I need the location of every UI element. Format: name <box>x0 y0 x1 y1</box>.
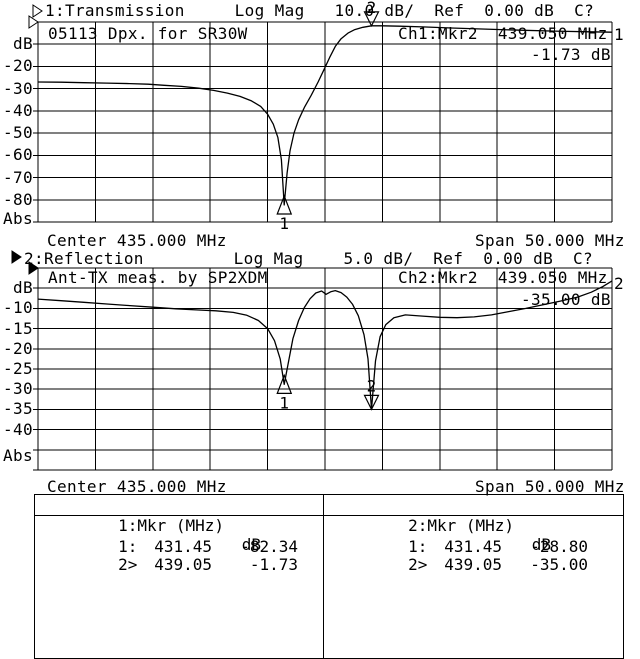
ch2-trace-number: 2 <box>614 274 624 293</box>
marker-table-ch2-column: 2:Mkr (MHz) dB 1: 431.45 -28.80 2> 439.05 -3… <box>331 495 619 658</box>
marker-1: 1 <box>276 194 293 233</box>
y-axis-label: -60 <box>3 145 33 164</box>
marker-value: -35.00 <box>530 555 589 574</box>
y-axis-label: -80 <box>3 190 33 209</box>
graticule <box>33 21 613 223</box>
marker-table-ch2-header: 2:Mkr (MHz) dB <box>331 497 551 573</box>
ch1-center-frequency: Center 435.000 MHz <box>47 231 227 250</box>
y-axis-label: -25 <box>3 359 33 378</box>
marker-1: 1 <box>276 373 293 412</box>
marker-table-ch2-header-unit: dB <box>531 535 551 554</box>
marker-table-ch2-header-label: 2:Mkr (MHz) <box>408 516 515 535</box>
marker-table-ch1-header: 1:Mkr (MHz) dB <box>41 497 261 573</box>
marker-value: -1.73 <box>249 555 299 574</box>
y-axis-label: -20 <box>3 339 33 358</box>
y-axis-label: -40 <box>3 101 33 120</box>
reference-level-indicator-icon <box>28 15 39 29</box>
table-row: 1: 431.45 -82.34 <box>41 518 298 575</box>
y-axis-label: -30 <box>3 379 33 398</box>
ch2-marker-readout-value: -35.00 dB <box>521 290 611 309</box>
y-axis-label: dB <box>13 278 33 297</box>
table-row: 2> 439.05 -1.73 <box>41 536 298 593</box>
marker-number: 2 <box>367 376 377 395</box>
ch1-span: Span 50.000 MHz <box>475 231 625 250</box>
y-axis-label: -70 <box>3 168 33 187</box>
y-axis-label: -40 <box>3 420 33 439</box>
marker-triangle-icon <box>276 194 293 215</box>
ch1-trace-number: 1 <box>614 25 624 44</box>
marker-freq: 439.05 <box>444 555 503 574</box>
marker-arrow-icon <box>363 394 380 411</box>
marker-freq: 431.45 <box>444 537 503 556</box>
y-axis-label: -15 <box>3 319 33 338</box>
marker-number: 1 <box>279 214 289 233</box>
marker-table-divider <box>323 495 324 658</box>
ch2-center-frequency: Center 435.000 MHz <box>47 477 227 496</box>
marker-id: 2> <box>118 555 138 574</box>
y-axis-label: Abs <box>3 446 33 465</box>
table-row: 1: 431.45 -28.80 <box>331 518 588 575</box>
channel-indicator-icon <box>32 4 43 18</box>
table-row: 2> 439.05 -35.00 <box>331 536 588 593</box>
y-axis-label: -20 <box>3 56 33 75</box>
marker-id: 2> <box>408 555 428 574</box>
y-axis-label: dB <box>13 34 33 53</box>
ch2-title: 2:Reflection Log Mag 5.0 dB/ Ref 0.00 dB… <box>24 249 594 268</box>
y-axis-label: -50 <box>3 123 33 142</box>
marker-value: -28.80 <box>530 537 589 556</box>
ch1-annotation: 05113 Dpx. for SR30W <box>48 24 248 43</box>
marker-table-header-underline <box>35 515 623 516</box>
y-axis-label: -30 <box>3 79 33 98</box>
marker-table-ch1-header-unit: dB <box>241 535 261 554</box>
marker-id: 1: <box>408 537 428 556</box>
ch1-marker-readout: Ch1:Mkr2 439.050 MHz <box>398 24 608 43</box>
marker-freq: 439.05 <box>154 555 213 574</box>
trace-S21 <box>37 25 613 206</box>
marker-table: 1:Mkr (MHz) dB 1: 431.45 -82.34 2> 439.05 -1… <box>34 494 624 659</box>
ch1-marker-readout-value: -1.73 dB <box>531 45 611 64</box>
y-axis-label: -35 <box>3 399 33 418</box>
marker-triangle-icon <box>276 373 293 394</box>
channel-indicator-icon <box>11 250 22 264</box>
marker-value: -82.34 <box>240 537 299 556</box>
marker-freq: 431.45 <box>154 537 213 556</box>
y-axis-label: Abs <box>3 209 33 228</box>
marker-2: 2 <box>363 376 380 411</box>
marker-id: 1: <box>118 537 138 556</box>
ch2-span: Span 50.000 MHz <box>475 477 625 496</box>
ch2-annotation: Ant-TX meas. by SP2XDM <box>48 268 268 287</box>
marker-number: 1 <box>279 393 289 412</box>
marker-table-ch1-column: 1:Mkr (MHz) dB 1: 431.45 -82.34 2> 439.05 -1… <box>41 495 321 658</box>
ch1-title: 1:Transmission Log Mag 10.0 dB/ Ref 0.00… <box>45 1 595 20</box>
ch2-marker-readout: Ch2:Mkr2 439.050 MHz <box>398 268 608 287</box>
y-axis-label: -10 <box>3 298 33 317</box>
marker-table-ch1-header-label: 1:Mkr (MHz) <box>118 516 225 535</box>
